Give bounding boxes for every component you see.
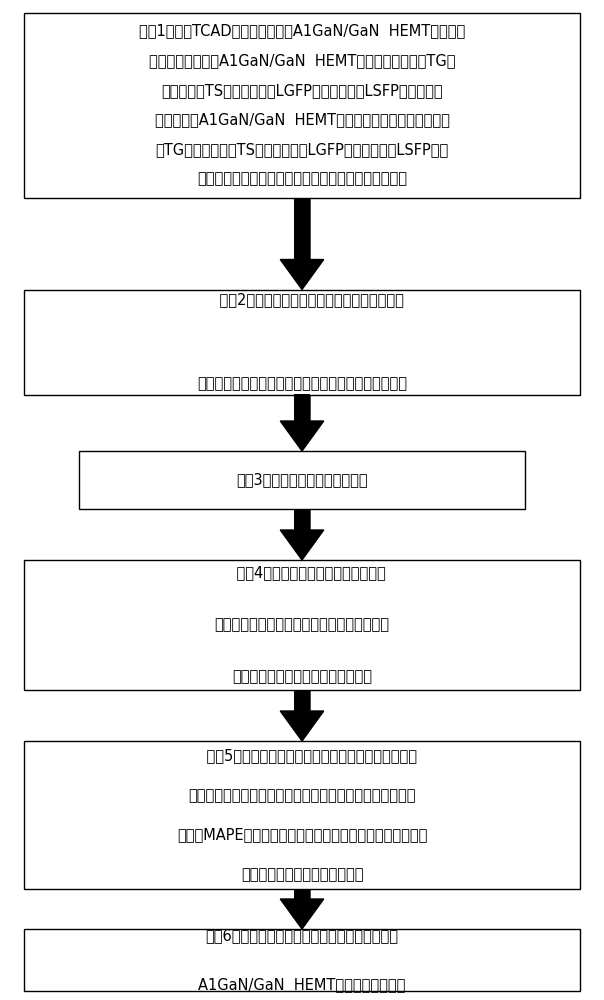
Text: 网络预测模型，获得击穿特性的预测结果；使用平均绝对百: 网络预测模型，获得击穿特性的预测结果；使用平均绝对百 xyxy=(188,788,416,803)
Polygon shape xyxy=(280,259,324,290)
Bar xyxy=(295,198,309,259)
Bar xyxy=(295,394,309,421)
Text: 分误差MAPE作为评价指标，对测试集的预测结果进行评价来: 分误差MAPE作为评价指标，对测试集的预测结果进行评价来 xyxy=(177,827,427,842)
Text: 次分别改变双场板A1GaN/GaN  HEMT器件的栅场板厚度TG、: 次分别改变双场板A1GaN/GaN HEMT器件的栅场板厚度TG、 xyxy=(149,53,455,68)
FancyBboxPatch shape xyxy=(24,929,580,991)
Text: 度TG、源场板厚度TS、栅场板长度LGFP、源场板长度LSFP及对: 度TG、源场板厚度TS、栅场板长度LGFP、源场板长度LSFP及对 xyxy=(155,142,449,157)
Bar xyxy=(295,889,309,899)
Text: 步骤5，将预处理后的测试集数据输入训练完成的神经: 步骤5，将预处理后的测试集数据输入训练完成的神经 xyxy=(187,748,417,763)
Text: 集数据对神经网络预测模型进行训练和验证，: 集数据对神经网络预测模型进行训练和验证， xyxy=(214,617,390,633)
Text: 步骤4，使用预处理后的训练集和验证: 步骤4，使用预处理后的训练集和验证 xyxy=(218,566,386,580)
FancyBboxPatch shape xyxy=(24,741,580,889)
Text: 集，并对训练集、验证集和测试集的数据进行预处理；: 集，并对训练集、验证集和测试集的数据进行预处理； xyxy=(197,376,407,391)
Text: 步骤2，将样本集划分为训练集、验证集和测试: 步骤2，将样本集划分为训练集、验证集和测试 xyxy=(201,292,403,307)
Text: 步骤6，使用最终的神经网络预测模型预测双场板: 步骤6，使用最终的神经网络预测模型预测双场板 xyxy=(205,928,399,943)
Polygon shape xyxy=(280,530,324,560)
FancyBboxPatch shape xyxy=(24,290,580,394)
FancyBboxPatch shape xyxy=(24,560,580,690)
Text: A1GaN/GaN  HEMT器件的击穿电压。: A1GaN/GaN HEMT器件的击穿电压。 xyxy=(198,977,406,992)
Text: 步骤1，使用TCAD软件构建双场板A1GaN/GaN  HEMT器件，多: 步骤1，使用TCAD软件构建双场板A1GaN/GaN HEMT器件，多 xyxy=(139,23,465,38)
Text: 应的击穿电压作为一组样本，将所有样本作为样本集；: 应的击穿电压作为一组样本，将所有样本作为样本集； xyxy=(197,172,407,186)
Polygon shape xyxy=(280,421,324,451)
Text: 应的双场板A1GaN/GaN  HEMT器件的击穿电压；将栅场板厚: 应的双场板A1GaN/GaN HEMT器件的击穿电压；将栅场板厚 xyxy=(155,112,449,127)
Text: 获得训练完成的神经网络预测模型；: 获得训练完成的神经网络预测模型； xyxy=(232,670,372,685)
Text: 步骤3，构建神经网络预测模型；: 步骤3，构建神经网络预测模型； xyxy=(236,473,368,488)
Text: 源场板厚度TS、栅场板长度LGFP及源场板长度LSFP，并获得对: 源场板厚度TS、栅场板长度LGFP及源场板长度LSFP，并获得对 xyxy=(161,83,443,98)
Bar xyxy=(295,690,309,711)
Text: 确定最终的神经网络预测模型；: 确定最终的神经网络预测模型； xyxy=(241,867,363,882)
Polygon shape xyxy=(280,899,324,929)
Bar xyxy=(295,509,309,530)
Polygon shape xyxy=(280,711,324,741)
FancyBboxPatch shape xyxy=(24,12,580,198)
FancyBboxPatch shape xyxy=(79,451,525,509)
